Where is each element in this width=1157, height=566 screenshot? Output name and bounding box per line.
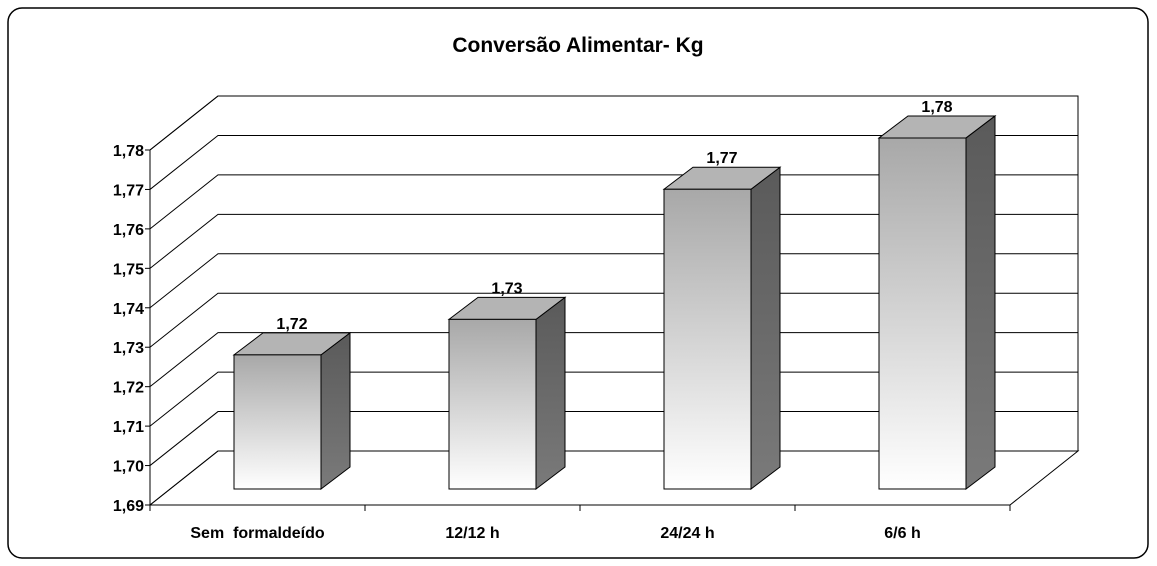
x-tick-label: 24/24 h (660, 525, 714, 542)
x-tick-label: 6/6 h (884, 525, 920, 542)
y-tick-label: 1,73 (113, 340, 144, 357)
bar (662, 166, 782, 491)
bar-front (878, 137, 967, 490)
x-tick-label: Sem formaldeído (190, 525, 324, 542)
y-tick-label: 1,72 (113, 380, 144, 397)
bar-front (663, 188, 752, 490)
chart-title: Conversão Alimentar- Kg (452, 34, 703, 57)
bar-side (320, 331, 351, 491)
data-label: 1,78 (921, 99, 952, 116)
bar (447, 296, 567, 491)
y-tick-label: 1,74 (113, 301, 144, 318)
x-tick-label: 12/12 h (445, 525, 499, 542)
data-label: 1,72 (276, 316, 307, 333)
grid-line (149, 292, 1078, 348)
data-label: 1,73 (491, 280, 522, 297)
y-tick-label: 1,69 (113, 498, 144, 515)
bar-side (535, 296, 566, 491)
grid-line (149, 174, 1078, 230)
data-label: 1,77 (706, 150, 737, 167)
grid-line (149, 371, 1078, 427)
bar-front (233, 354, 322, 490)
grid-line (149, 95, 1078, 151)
bar (877, 114, 997, 491)
grid-line (149, 213, 1078, 269)
grid-line (149, 411, 1078, 466)
y-tick-label: 1,77 (113, 182, 144, 199)
bar-side (965, 114, 996, 491)
y-tick-label: 1,78 (113, 143, 144, 160)
y-tick-label: 1,76 (113, 222, 144, 239)
bar-side (750, 166, 781, 491)
grid-line (149, 450, 1078, 506)
grid-line (149, 134, 1078, 190)
bar-front (448, 318, 537, 490)
grid-line (149, 253, 1078, 309)
y-tick-label: 1,75 (113, 261, 144, 278)
grid-line (149, 332, 1078, 388)
bar (232, 331, 352, 491)
y-tick-label: 1,70 (113, 459, 144, 476)
y-tick-label: 1,71 (113, 419, 144, 436)
